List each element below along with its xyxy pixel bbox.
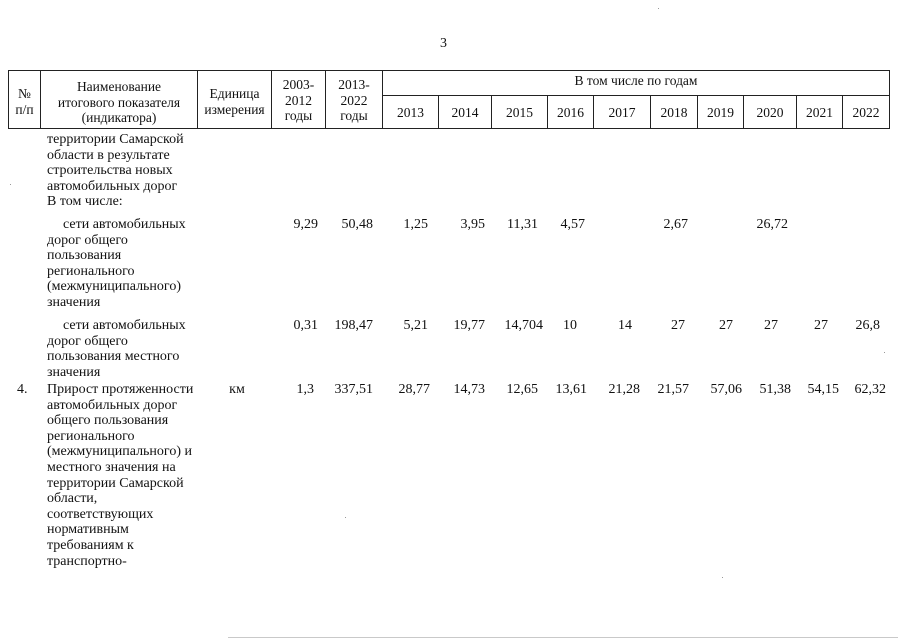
- local-year-value: 14: [618, 318, 632, 333]
- row4-year-value: 14,73: [453, 382, 486, 397]
- continued-indicator-name: территории Самарской области в результат…: [47, 132, 184, 210]
- row4-year-value: 21,57: [657, 382, 690, 397]
- local-year-value: 27: [764, 318, 778, 333]
- regional-year-value: 11,31: [507, 217, 538, 232]
- row4-indicator-name: Прирост протяженности автомобильных доро…: [47, 382, 194, 569]
- regional-year-value: 2,67: [663, 217, 689, 232]
- local-year-value: 27: [671, 318, 685, 333]
- row4-unit: км: [229, 382, 245, 397]
- header-year: 2014: [451, 105, 479, 120]
- regional-p2: 50,48: [341, 217, 374, 232]
- local-year-value: 26,8: [855, 318, 881, 333]
- local-p1: 0,31: [293, 318, 319, 333]
- row-number: 4.: [17, 382, 28, 397]
- header-period-2013-2022: 2013- 2022 годы: [338, 77, 370, 124]
- row4-year-value: 57,06: [710, 382, 743, 397]
- header-year: 2018: [660, 105, 688, 120]
- row4-year-value: 28,77: [398, 382, 431, 397]
- header-year: 2013: [397, 105, 424, 120]
- header-year: 2015: [506, 105, 533, 120]
- header-year: 2017: [608, 105, 636, 120]
- header-year: 2020: [756, 105, 784, 120]
- row4-year-value: 51,38: [759, 382, 792, 397]
- regional-p1: 9,29: [293, 217, 319, 232]
- local-p2: 198,47: [334, 318, 374, 333]
- row4-year-value: 12,65: [506, 382, 539, 397]
- row4-year-value: 13,61: [555, 382, 588, 397]
- row4-p2: 337,51: [334, 382, 374, 397]
- local-year-value: 5,21: [403, 318, 429, 333]
- local-roads-name: сети автомобильных дорог общего пользова…: [47, 318, 186, 380]
- regional-roads-name: сети автомобильных дорог общего пользова…: [47, 217, 186, 310]
- regional-year-value: 1,25: [403, 217, 429, 232]
- header-years-caption: В том числе по годам: [574, 73, 698, 88]
- header-year: 2016: [557, 105, 584, 120]
- page-number: 3: [440, 36, 447, 51]
- header-period-2003-2012: 2003- 2012 годы: [282, 77, 315, 124]
- header-year: 2021: [806, 105, 833, 120]
- header-unit: Единица измерения: [204, 86, 265, 117]
- regional-year-value: 3,95: [460, 217, 486, 232]
- regional-year-value: 4,57: [560, 217, 586, 232]
- local-year-value: 14,704: [504, 318, 544, 333]
- header-name: Наименование итогового показателя (индикат…: [57, 79, 181, 126]
- row4-year-value: 21,28: [608, 382, 641, 397]
- row4-year-value: 54,15: [807, 382, 840, 397]
- row4-p1: 1,3: [296, 382, 315, 397]
- header-num: № п/п: [15, 86, 34, 117]
- local-year-value: 19,77: [453, 318, 486, 333]
- row4-year-value: 62,32: [854, 382, 887, 397]
- local-year-value: 27: [814, 318, 828, 333]
- local-year-value: 10: [563, 318, 577, 333]
- header-year: 2019: [707, 105, 734, 120]
- regional-year-value: 26,72: [756, 217, 789, 232]
- header-year: 2022: [852, 105, 880, 120]
- local-year-value: 27: [719, 318, 733, 333]
